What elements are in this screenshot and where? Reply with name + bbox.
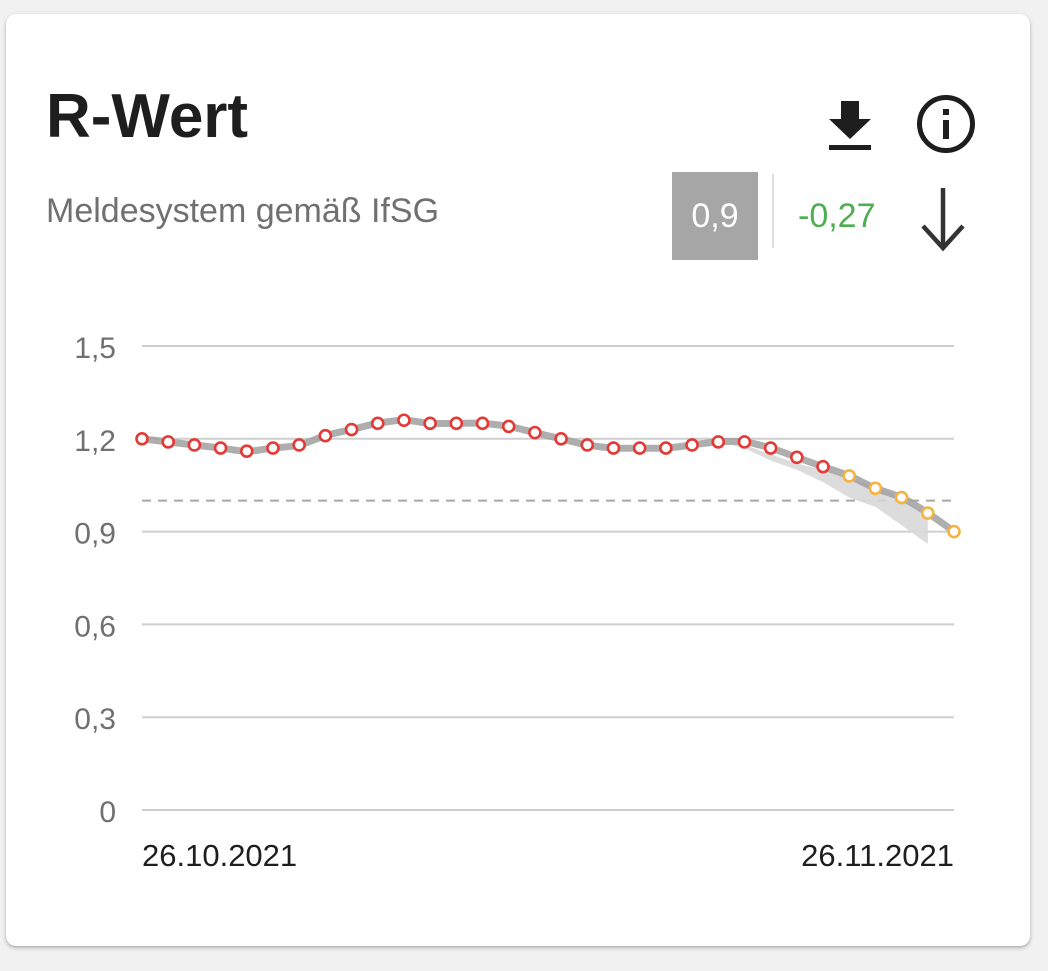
data-point [685,438,699,452]
data-point-estimated [842,469,857,483]
download-button[interactable] [820,96,880,156]
data-point [161,435,175,449]
current-r-value-badge: 0,9 [672,172,758,260]
arrow-down-icon [921,188,965,252]
data-point [397,413,411,428]
download-icon [829,101,871,150]
data-point [737,435,752,449]
data-point [632,441,647,455]
r-wert-card: R-Wert Meldesystem gemäß IfSG 0,9 -0,27 … [6,14,1030,946]
data-point [606,441,621,455]
data-point [187,438,202,452]
data-point [292,438,306,452]
y-tick-label: 0,9 [74,518,116,551]
data-point [449,416,464,431]
y-tick-label: 0,3 [74,703,116,736]
data-point [790,450,804,465]
data-point-estimated [894,490,909,505]
data-point-estimated [947,524,961,539]
x-end-label: 26.11.2021 [801,838,954,873]
data-point [816,459,830,474]
data-point [554,432,568,446]
data-point [266,441,280,455]
r-value-chart: 0 0,3 0,6 0,9 1,2 1,5 26.10.2021 26.11.2021 [74,332,961,873]
card-subtitle: Meldesystem gemäß IfSG [46,192,440,230]
value-divider [772,174,774,248]
y-tick-label: 0 [99,796,116,829]
data-point [580,438,595,452]
data-point [711,435,726,449]
data-point [239,444,254,458]
data-point [763,441,778,455]
data-point [318,428,333,443]
card-title: R-Wert [46,82,249,151]
data-point [528,425,542,440]
y-tick-label: 1,5 [74,332,116,365]
data-point [659,441,673,455]
data-point [213,441,228,455]
info-button[interactable] [916,94,976,154]
x-start-label: 26.10.2021 [142,838,297,873]
y-tick-label: 1,2 [74,425,116,458]
data-point [344,422,359,437]
data-point [501,419,516,434]
r-value-change: -0,27 [798,197,876,235]
data-point [135,432,149,446]
data-point [475,416,490,431]
info-icon [917,95,975,153]
data-point-estimated [921,506,935,520]
data-point [370,416,385,431]
y-tick-label: 0,6 [74,610,116,643]
data-point-estimated [868,481,883,496]
data-point [423,416,437,431]
